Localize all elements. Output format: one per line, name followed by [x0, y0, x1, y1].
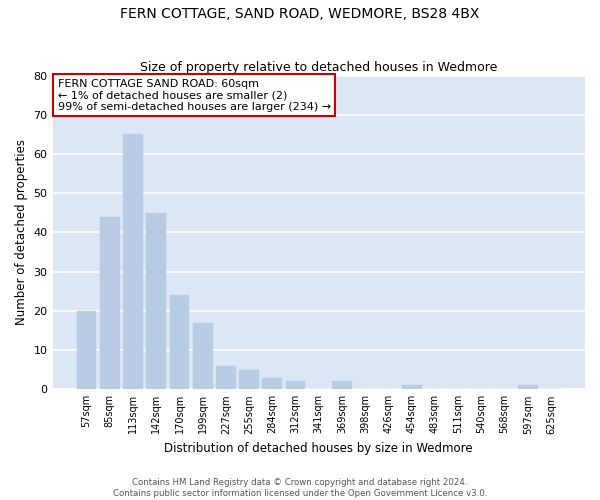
Bar	[170, 295, 190, 390]
Bar	[146, 213, 166, 390]
Bar	[123, 134, 143, 390]
X-axis label: Distribution of detached houses by size in Wedmore: Distribution of detached houses by size …	[164, 442, 473, 455]
Bar	[332, 382, 352, 390]
Bar	[100, 217, 119, 390]
Bar	[216, 366, 236, 390]
Bar	[402, 386, 422, 390]
Bar	[262, 378, 282, 390]
Bar	[193, 322, 212, 390]
Bar	[518, 386, 538, 390]
Text: FERN COTTAGE SAND ROAD: 60sqm
← 1% of detached houses are smaller (2)
99% of sem: FERN COTTAGE SAND ROAD: 60sqm ← 1% of de…	[58, 79, 331, 112]
Text: FERN COTTAGE, SAND ROAD, WEDMORE, BS28 4BX: FERN COTTAGE, SAND ROAD, WEDMORE, BS28 4…	[121, 8, 479, 22]
Bar	[77, 311, 97, 390]
Bar	[239, 370, 259, 390]
Text: Contains HM Land Registry data © Crown copyright and database right 2024.
Contai: Contains HM Land Registry data © Crown c…	[113, 478, 487, 498]
Bar	[286, 382, 305, 390]
Y-axis label: Number of detached properties: Number of detached properties	[15, 140, 28, 326]
Title: Size of property relative to detached houses in Wedmore: Size of property relative to detached ho…	[140, 62, 497, 74]
